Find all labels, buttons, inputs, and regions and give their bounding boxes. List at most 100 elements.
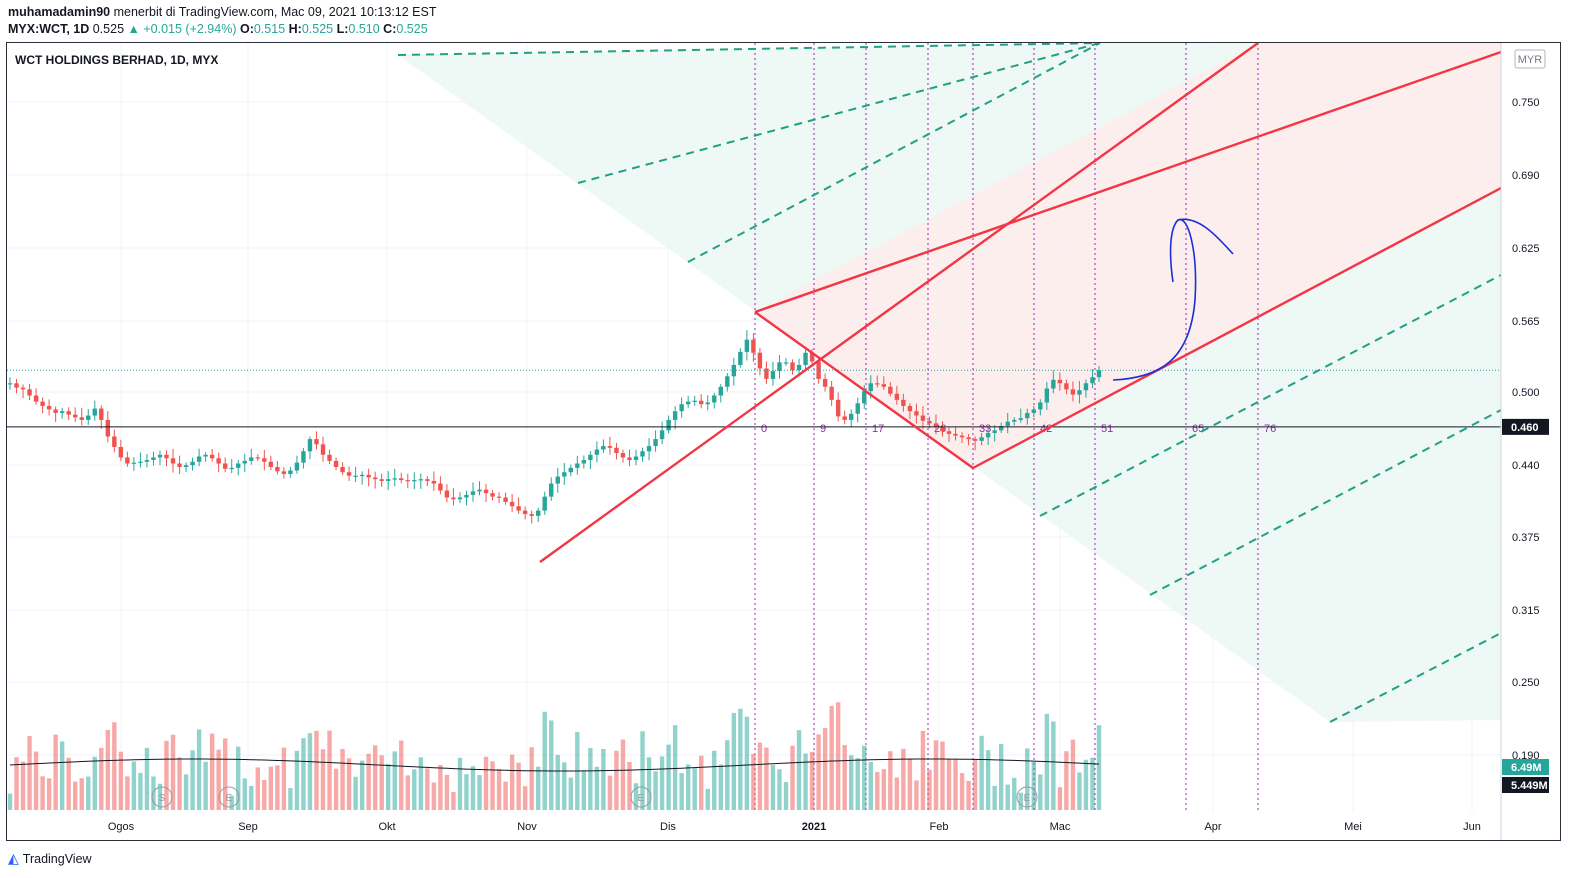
volume-bar: [888, 751, 893, 810]
candle-body: [653, 439, 658, 447]
candle-body: [275, 466, 280, 472]
author-name[interactable]: muhamadamin90: [8, 5, 111, 19]
volume-bar: [672, 725, 678, 810]
volume-bar: [379, 755, 384, 810]
high-value: 0.525: [301, 22, 334, 36]
candle-body: [490, 493, 495, 497]
tradingview-logo[interactable]: ◭ TradingView: [8, 850, 92, 867]
volume-bar: [170, 734, 176, 810]
volume-bar: [679, 773, 684, 810]
volume-bar: [979, 735, 984, 810]
candle-body: [659, 430, 665, 440]
support-price-tag-bg: [1502, 418, 1549, 435]
volume-bar: [327, 730, 332, 810]
price-tick-label: 0.315: [1512, 605, 1540, 617]
volume-bar: [20, 761, 26, 810]
candle-body: [1005, 421, 1010, 427]
candle-body: [79, 417, 84, 420]
volume-bar: [653, 771, 658, 810]
volume-bar: [118, 751, 124, 810]
candle-body: [288, 470, 293, 474]
volume-bar: [268, 766, 274, 810]
candle-body: [327, 454, 332, 461]
volume-bar: [940, 741, 945, 810]
channel-shade: [755, 43, 1501, 468]
volume-bar: [705, 788, 710, 810]
candle-body: [1083, 383, 1089, 391]
candle-body: [679, 404, 684, 412]
candle-body: [555, 476, 560, 484]
candle-body: [640, 451, 645, 457]
event-marker: [1016, 786, 1038, 808]
fan-dashed-line: [577, 43, 1101, 184]
volume-bar: [777, 769, 782, 810]
candle-body: [131, 462, 137, 464]
candle-body: [386, 479, 391, 481]
volume-bar: [92, 756, 97, 810]
volume-bar: [509, 754, 515, 810]
hand-drawn-arrow: [1112, 218, 1197, 381]
symbol-label[interactable]: MYX:WCT, 1D: [8, 22, 90, 36]
volume-bar: [470, 766, 476, 810]
volume-bar: [73, 781, 78, 810]
volume-bar: [796, 730, 802, 810]
brand-label: TradingView: [22, 851, 92, 866]
volume-bar: [229, 795, 234, 810]
candle-body: [177, 463, 182, 467]
price-tick-label: 0.625: [1512, 243, 1540, 255]
currency-badge[interactable]: MYR: [1514, 49, 1546, 69]
time-tick-label: Mei: [1344, 821, 1362, 833]
volume-bar: [1018, 792, 1023, 810]
volume-bar: [953, 759, 958, 810]
volume-bar: [249, 785, 254, 810]
candle-body: [392, 478, 397, 480]
candle-body: [366, 474, 371, 478]
candle-body: [457, 497, 463, 500]
candle-body: [888, 386, 893, 394]
volume-bar: [946, 759, 952, 810]
volume-bar: [966, 780, 971, 810]
candle-body: [588, 454, 593, 461]
fib-zone-label: 0: [761, 423, 767, 435]
candle-body: [953, 433, 958, 436]
time-tick-label: Okt: [378, 821, 395, 833]
volume-bar: [40, 776, 45, 810]
header-line-1: muhamadamin90 menerbit di TradingView.co…: [8, 5, 436, 19]
candle-body: [822, 378, 828, 387]
candle-body: [183, 465, 189, 467]
volume-bar: [131, 761, 137, 810]
candle-body: [216, 458, 221, 464]
candle-body: [314, 439, 319, 445]
candle-body: [105, 419, 111, 437]
volume-bar: [457, 757, 463, 810]
volume-bar: [301, 738, 306, 810]
volume-bar: [262, 779, 267, 810]
time-tick-label: 2021: [802, 821, 826, 833]
volume-bar: [405, 775, 410, 810]
volume-bar: [99, 747, 104, 810]
price-tick-label: 0.565: [1512, 316, 1540, 328]
candle-body: [1038, 402, 1043, 410]
volume-bar: [125, 776, 130, 810]
volume-bar: [307, 733, 313, 810]
volume-bar: [835, 702, 841, 810]
candle-body: [933, 423, 939, 427]
candle-body: [633, 456, 639, 461]
volume-bar: [1051, 721, 1056, 810]
fib-zone-label: 65: [1192, 423, 1204, 435]
volume-bar: [144, 747, 150, 810]
candle-body: [881, 384, 887, 387]
fib-zone-label: 51: [1101, 423, 1113, 435]
candle-body: [477, 489, 482, 492]
volume-bar: [196, 729, 202, 810]
candle-body: [222, 463, 228, 469]
volume-bar: [535, 766, 541, 810]
candle-body: [7, 383, 13, 385]
volume-ma-tag: 5.449M: [1511, 780, 1548, 792]
candle-body: [307, 439, 313, 452]
candle-body: [946, 431, 952, 434]
volume-bar: [236, 746, 241, 810]
price-tick-label: 0.690: [1512, 170, 1540, 182]
candle-body: [379, 479, 384, 481]
